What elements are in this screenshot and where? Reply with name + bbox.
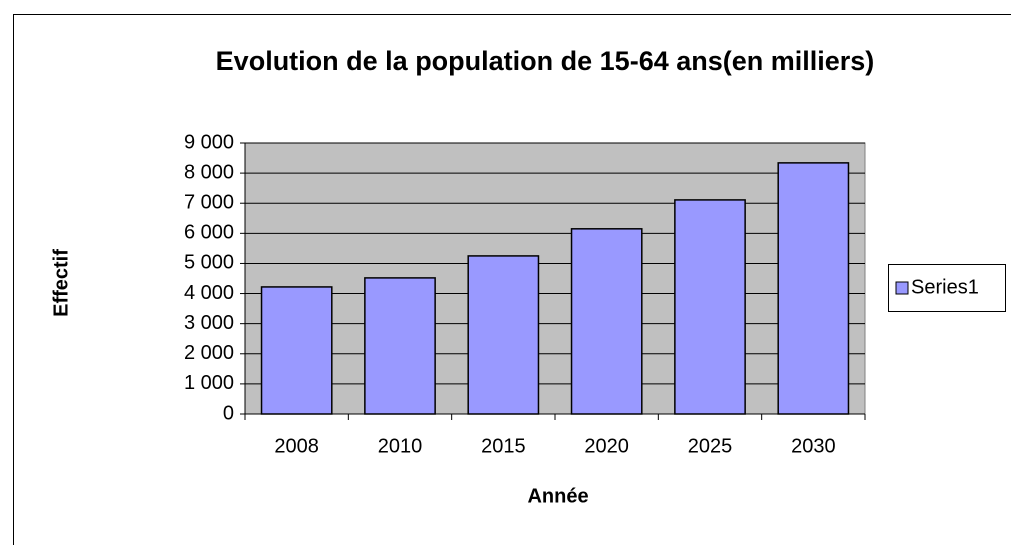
bar <box>260 286 333 415</box>
plot-background <box>244 142 866 415</box>
y-tick-label: 6 000 <box>184 222 234 244</box>
legend-label: Series1 <box>911 276 979 298</box>
chart-border <box>13 14 1011 545</box>
y-tick-label: 0 <box>223 402 234 424</box>
y-tick-label: 2 000 <box>184 342 234 364</box>
bar <box>777 162 850 415</box>
x-tick-label: 2010 <box>378 435 423 457</box>
y-tick-label: 9 000 <box>184 131 234 153</box>
legend-swatch <box>895 281 909 295</box>
y-tick-label: 5 000 <box>184 252 234 274</box>
x-tick-label: 2020 <box>584 435 629 457</box>
y-tick-label: 1 000 <box>184 372 234 394</box>
bar <box>467 255 540 415</box>
y-axis-title: Effectif <box>50 249 72 317</box>
y-tick-label: 7 000 <box>184 192 234 214</box>
x-tick-label: 2030 <box>791 435 836 457</box>
x-tick-label: 2008 <box>274 435 319 457</box>
y-tick-label: 8 000 <box>184 161 234 183</box>
x-tick-label: 2025 <box>688 435 733 457</box>
y-tick-label: 4 000 <box>184 282 234 304</box>
x-tick-label: 2015 <box>481 435 526 457</box>
x-axis-title: Année <box>527 485 588 507</box>
bar <box>364 277 436 415</box>
bar <box>570 228 643 415</box>
chart-title: Evolution de la population de 15-64 ans(… <box>215 46 875 76</box>
bar <box>674 199 746 415</box>
y-tick-label: 3 000 <box>184 312 234 334</box>
